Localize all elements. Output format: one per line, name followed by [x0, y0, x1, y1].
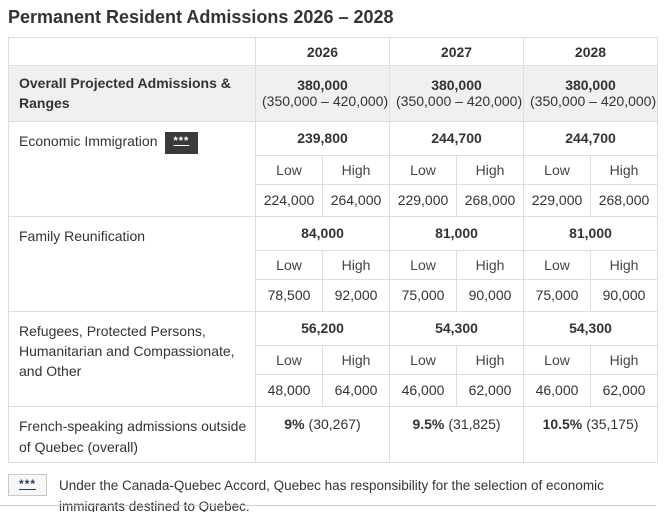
economic-total-2027: 244,700: [389, 120, 524, 156]
overall-cell-2028: 380,000 (350,000 – 420,000): [523, 65, 658, 122]
french-percent: 9.5%: [412, 415, 445, 432]
footnote-marker-link[interactable]: ***: [8, 473, 48, 496]
year-header-row: 2026 2027 2028: [8, 37, 658, 66]
high-header: High: [322, 344, 390, 375]
refugees-total-2027: 54,300: [389, 310, 524, 346]
refugees-total-2028: 54,300: [523, 310, 658, 346]
family-high-2027: 90,000: [456, 278, 524, 312]
economic-lowhigh-row: Low High Low High Low High: [9, 154, 658, 185]
overall-value: 380,000: [297, 77, 348, 94]
family-lowhigh-row: Low High Low High Low High: [9, 249, 658, 280]
french-count: (31,825): [448, 415, 501, 432]
low-header: Low: [255, 154, 323, 185]
overall-row-label: Overall Projected Admissions & Ranges: [8, 65, 256, 122]
overall-range: (350,000 – 420,000): [262, 93, 389, 110]
low-header: Low: [523, 249, 591, 280]
refugees-total-2026: 56,200: [255, 310, 390, 346]
overall-value: 380,000: [431, 77, 482, 94]
family-values-row: 78,500 92,000 75,000 90,000 75,000 90,00…: [9, 278, 658, 312]
french-percent: 9%: [284, 415, 305, 432]
year-header-2026: 2026: [255, 37, 390, 66]
economic-values-row: 224,000 264,000 229,000 268,000 229,000 …: [9, 183, 658, 217]
refugees-main-row: Refugees, Protected Persons, Humanitaria…: [8, 310, 658, 407]
family-high-2026: 92,000: [322, 278, 390, 312]
year-header-2027: 2027: [389, 37, 524, 66]
low-header: Low: [523, 154, 591, 185]
overall-value: 380,000: [565, 77, 616, 94]
high-header: High: [322, 249, 390, 280]
family-total-2028: 81,000: [523, 215, 658, 251]
family-low-2027: 75,000: [389, 278, 457, 312]
high-header: High: [456, 154, 524, 185]
corner-cell: [8, 37, 256, 66]
admissions-table: 2026 2027 2028 Overall Projected Admissi…: [8, 37, 658, 463]
economic-low-2026: 224,000: [255, 183, 323, 217]
french-count: (35,175): [586, 415, 639, 432]
economic-footnote-link[interactable]: ***: [164, 131, 199, 154]
family-high-2028: 90,000: [590, 278, 658, 312]
overall-cell-2027: 380,000 (350,000 – 420,000): [389, 65, 524, 122]
family-total-2026: 84,000: [255, 215, 390, 251]
high-header: High: [590, 249, 658, 280]
refugees-low-2026: 48,000: [255, 373, 323, 407]
refugees-low-2028: 46,000: [523, 373, 591, 407]
refugees-row-label: Refugees, Protected Persons, Humanitaria…: [8, 310, 256, 407]
french-percent: 10.5%: [542, 415, 583, 432]
french-cell-2026: 9% (30,267): [255, 405, 390, 463]
overall-cell-2026: 380,000 (350,000 – 420,000): [255, 65, 390, 122]
page-title: Permanent Resident Admissions 2026 – 202…: [8, 7, 394, 27]
family-main-row: Family Reunification 84,000 81,000 81,00…: [8, 215, 658, 312]
french-cell-2028: 10.5% (35,175): [523, 405, 658, 463]
refugees-high-2028: 62,000: [590, 373, 658, 407]
year-header-2028: 2028: [523, 37, 658, 66]
family-low-2026: 78,500: [255, 278, 323, 312]
high-header: High: [590, 344, 658, 375]
economic-high-2027: 268,000: [456, 183, 524, 217]
refugees-low-2027: 46,000: [389, 373, 457, 407]
low-header: Low: [255, 249, 323, 280]
family-total-2027: 81,000: [389, 215, 524, 251]
french-count: (30,267): [308, 415, 361, 432]
high-header: High: [456, 249, 524, 280]
footnote: *** Under the Canada-Quebec Accord, Queb…: [8, 473, 656, 512]
high-header: High: [456, 344, 524, 375]
high-header: High: [590, 154, 658, 185]
low-header: Low: [523, 344, 591, 375]
bottom-divider: [0, 505, 656, 506]
high-header: High: [322, 154, 390, 185]
economic-total-2028: 244,700: [523, 120, 658, 156]
economic-high-2026: 264,000: [322, 183, 390, 217]
overall-range: (350,000 – 420,000): [530, 93, 657, 110]
family-row-label: Family Reunification: [8, 215, 256, 312]
economic-low-2028: 229,000: [523, 183, 591, 217]
refugees-lowhigh-row: Low High Low High Low High: [9, 344, 658, 375]
low-header: Low: [389, 249, 457, 280]
french-row-label: French-speaking admissions outside of Qu…: [8, 405, 256, 463]
economic-row-label: Economic Immigration ***: [8, 120, 256, 217]
footnote-text: Under the Canada-Quebec Accord, Quebec h…: [59, 477, 604, 512]
economic-main-row: Economic Immigration *** 239,800 244,700 …: [8, 120, 658, 217]
economic-low-2027: 229,000: [389, 183, 457, 217]
low-header: Low: [255, 344, 323, 375]
low-header: Low: [389, 344, 457, 375]
french-row: French-speaking admissions outside of Qu…: [8, 405, 658, 463]
economic-label-text: Economic Immigration: [19, 132, 158, 149]
refugees-high-2027: 62,000: [456, 373, 524, 407]
overall-row: Overall Projected Admissions & Ranges 38…: [8, 65, 658, 122]
economic-total-2026: 239,800: [255, 120, 390, 156]
refugees-high-2026: 64,000: [322, 373, 390, 407]
low-header: Low: [389, 154, 457, 185]
family-low-2028: 75,000: [523, 278, 591, 312]
french-cell-2027: 9.5% (31,825): [389, 405, 524, 463]
overall-range: (350,000 – 420,000): [396, 93, 523, 110]
economic-high-2028: 268,000: [590, 183, 658, 217]
